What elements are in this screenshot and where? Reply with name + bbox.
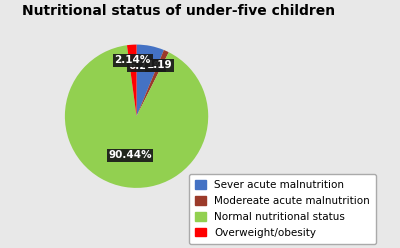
Title: Nutritional status of under-five children: Nutritional status of under-five childre… [22,4,335,18]
Legend: Sever acute malnutrition, Modereate acute malnutrition, Normal nutritional statu: Sever acute malnutrition, Modereate acut… [189,174,376,244]
Wedge shape [127,45,136,116]
Text: 2.14%: 2.14% [115,56,151,65]
Text: 6.23%: 6.23% [128,61,165,71]
Text: 90.44%: 90.44% [108,150,152,160]
Text: 1.19: 1.19 [147,61,173,70]
Wedge shape [65,45,208,188]
Wedge shape [136,45,164,116]
Wedge shape [136,50,169,116]
